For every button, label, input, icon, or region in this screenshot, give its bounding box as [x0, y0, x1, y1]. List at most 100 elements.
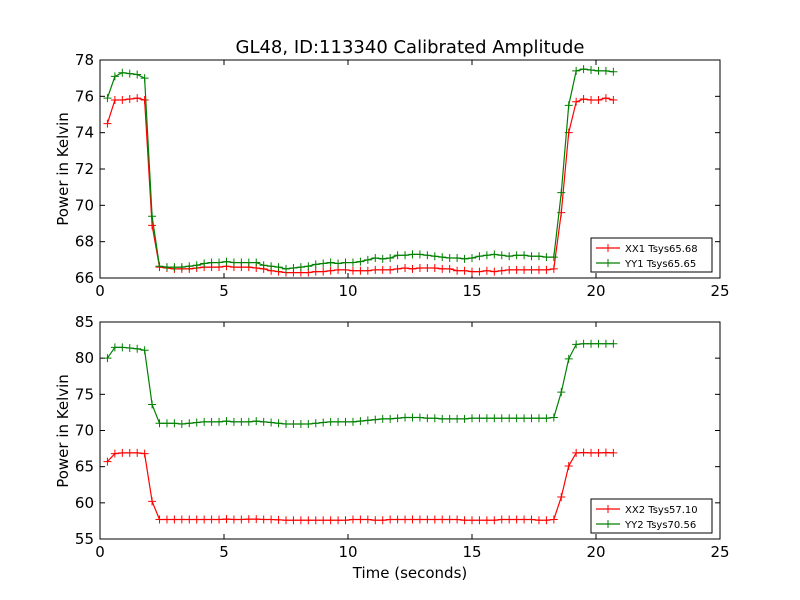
- top-y-tick-label: 78: [75, 51, 94, 69]
- bottom-data-point: [304, 516, 313, 525]
- top-data-point: [326, 266, 335, 275]
- top-y-tick-label: 72: [75, 160, 94, 178]
- bottom-data-point: [185, 515, 194, 524]
- top-data-point: [289, 264, 298, 273]
- top-data-point: [200, 259, 209, 268]
- bottom-data-point: [386, 515, 395, 524]
- bottom-legend-box: [590, 498, 713, 534]
- bottom-data-point: [326, 417, 335, 426]
- top-data-point: [587, 65, 596, 74]
- bottom-data-point: [229, 515, 238, 524]
- top-data-point: [460, 254, 469, 263]
- bottom-data-point: [162, 515, 171, 524]
- bottom-data-point: [415, 515, 424, 524]
- top-y-tick-label: 66: [75, 269, 94, 287]
- top-data-point: [326, 258, 335, 267]
- bottom-data-point: [282, 419, 290, 428]
- bottom-legend: XX2 Tsys57.10 YY2 Tsys70.56: [590, 498, 713, 534]
- chart-title: GL48, ID:113340 Calibrated Amplitude: [236, 37, 585, 58]
- top-data-point: [348, 266, 357, 275]
- bottom-y-tick-label: 80: [75, 349, 94, 367]
- bottom-plot-panel: 0 5 10 15 20 25 55 60 65 70 75 80 85 XX2 Tsys57.10 YY2…: [75, 313, 730, 561]
- bottom-y-tick-label: 55: [75, 530, 94, 548]
- bottom-data-point: [378, 516, 387, 525]
- bottom-data-point: [259, 515, 268, 524]
- bottom-data-point: [237, 417, 246, 426]
- bottom-data-point: [401, 413, 410, 422]
- top-data-point: [274, 263, 283, 272]
- bottom-data-point: [252, 515, 261, 524]
- bottom-data-point: [609, 339, 618, 348]
- top-data-point: [282, 264, 290, 273]
- top-data-point: [430, 252, 439, 261]
- top-data-point: [133, 70, 142, 79]
- top-data-point: [393, 264, 402, 273]
- top-data-point: [252, 258, 261, 267]
- bottom-legend-label: YY2 Tsys70.56: [624, 520, 696, 531]
- top-data-point: [572, 66, 581, 75]
- bottom-data-point: [415, 413, 424, 422]
- top-data-point: [482, 266, 491, 275]
- top-data-point: [103, 94, 112, 103]
- top-data-point: [534, 252, 543, 261]
- bottom-legend-marker: [604, 520, 612, 528]
- top-data-point: [423, 264, 432, 273]
- bottom-data-point: [445, 414, 454, 423]
- bottom-data-point: [393, 414, 402, 423]
- top-data-point: [542, 265, 551, 274]
- bottom-data-point: [534, 414, 543, 423]
- top-data-point: [244, 258, 253, 267]
- top-data-point: [594, 66, 603, 75]
- bottom-data-point: [170, 419, 179, 428]
- bottom-data-point: [594, 339, 603, 348]
- top-data-point: [177, 263, 186, 272]
- top-legend-label: YY1 Tsys65.65: [624, 259, 696, 270]
- bottom-legend-label: XX2 Tsys57.10: [625, 505, 698, 516]
- bottom-data-point: [445, 515, 454, 524]
- bottom-data-point: [401, 515, 410, 524]
- bottom-y-tick-label: 60: [75, 494, 94, 512]
- bottom-data-point: [572, 340, 581, 349]
- bottom-data-point: [244, 515, 253, 524]
- top-legend-label: XX1 Tsys65.68: [625, 244, 698, 255]
- top-x-tick-label: 25: [710, 282, 729, 300]
- bottom-data-point: [356, 417, 365, 426]
- top-data-point: [162, 263, 171, 272]
- bottom-data-point: [319, 418, 328, 427]
- bottom-data-point: [118, 448, 127, 457]
- top-data-point: [453, 254, 462, 263]
- top-data-point: [363, 266, 372, 275]
- bottom-data-point: [185, 419, 194, 428]
- top-data-point: [148, 221, 157, 230]
- top-x-tick-label: 20: [586, 282, 605, 300]
- bottom-data-point: [601, 339, 610, 348]
- top-data-point: [445, 264, 454, 273]
- bottom-data-point: [244, 417, 253, 426]
- top-data-point: [125, 69, 134, 78]
- bottom-data-point: [311, 516, 320, 525]
- top-data-point: [490, 267, 499, 276]
- top-plot-panel: 0 5 10 15 20 25 66 68 70 72 74 76 78 XX1 Tsys65.68 YY1…: [75, 51, 730, 300]
- bottom-data-point: [274, 419, 283, 428]
- bottom-data-point: [363, 416, 372, 425]
- bottom-data-point: [341, 516, 350, 525]
- top-data-point: [542, 253, 551, 262]
- top-data-point: [341, 258, 350, 267]
- bottom-x-tick-label: 5: [219, 543, 229, 561]
- bottom-y-tick-label: 65: [75, 458, 94, 476]
- bottom-data-point: [430, 515, 439, 524]
- top-data-point: [505, 265, 514, 274]
- top-data-point: [438, 253, 447, 262]
- bottom-data-point: [334, 516, 343, 525]
- top-data-point: [475, 267, 484, 276]
- top-data-point: [572, 97, 581, 106]
- top-data-point: [237, 258, 246, 267]
- top-legend: XX1 Tsys65.68 YY1 Tsys65.65: [590, 237, 713, 273]
- bottom-data-point: [222, 515, 231, 524]
- bottom-data-point: [192, 418, 201, 427]
- bottom-data-point: [103, 457, 112, 466]
- top-data-point: [482, 251, 491, 260]
- bottom-data-point: [334, 417, 343, 426]
- bottom-data-point: [520, 414, 529, 423]
- bottom-data-point: [601, 448, 610, 457]
